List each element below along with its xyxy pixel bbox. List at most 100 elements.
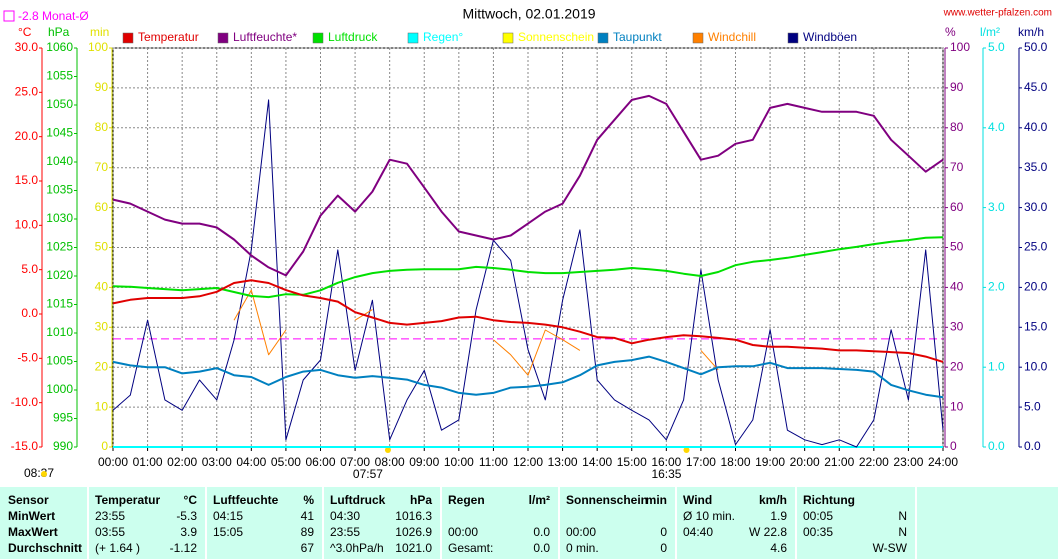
column-unit: % xyxy=(303,493,314,507)
y-tick-label: 5.0 xyxy=(988,40,1005,54)
column-unit: hPa xyxy=(409,493,432,507)
legend-swatch xyxy=(787,32,799,44)
y-tick-label: 15.0 xyxy=(15,173,39,187)
x-tick-label: 20:00 xyxy=(790,455,820,469)
cell-value: -1.12 xyxy=(169,541,197,555)
legend-swatch xyxy=(502,32,514,44)
y-tick-label: -15.0 xyxy=(11,439,39,453)
legend-label: Windchill xyxy=(708,30,756,44)
y-tick-label: 1040 xyxy=(46,154,73,168)
column-separator xyxy=(87,487,89,559)
y-tick-label: 2.0 xyxy=(988,280,1005,294)
legend-swatch xyxy=(692,32,704,44)
cell-value: 89 xyxy=(300,525,314,539)
y-tick-label: 1020 xyxy=(46,268,73,282)
grid xyxy=(112,47,944,448)
series-line xyxy=(112,99,944,448)
series-line xyxy=(112,236,944,299)
sun-event-label: 07:57 xyxy=(353,467,383,481)
y-tick-label: 70 xyxy=(95,160,109,174)
y-tick-label: 20 xyxy=(950,359,964,373)
cell-value: 1026.9 xyxy=(395,525,432,539)
x-tick-label: 13:00 xyxy=(548,455,578,469)
y-tick-label: 5.0 xyxy=(21,262,38,276)
cell-time: 04:30 xyxy=(330,509,361,523)
y-tick-label: 80 xyxy=(950,120,964,134)
column-separator xyxy=(322,487,324,559)
row-label: MinWert xyxy=(8,509,56,523)
y-tick-label: 40 xyxy=(950,280,964,294)
y-tick-label: 50 xyxy=(95,240,109,254)
sun-event xyxy=(384,447,391,453)
axis-unit: % xyxy=(945,25,956,39)
cell-value: 0 xyxy=(660,525,667,539)
column-header: Sonnenschein xyxy=(566,493,649,507)
series-line xyxy=(112,279,944,363)
column-unit: l/m² xyxy=(528,493,550,507)
y-tick-label: 20.0 xyxy=(15,129,39,143)
x-tick-label: 01:00 xyxy=(133,455,163,469)
column-separator xyxy=(205,487,207,559)
x-tick-label: 23:00 xyxy=(893,455,923,469)
cell-time: ^3.0hPa/h xyxy=(330,541,384,555)
column-unit: km/h xyxy=(758,493,787,507)
y-tick-label: 50.0 xyxy=(1024,40,1048,54)
x-tick-label: 21:00 xyxy=(824,455,854,469)
cell-time: Gesamt: xyxy=(448,541,494,555)
y-tick-label: 995 xyxy=(53,411,73,425)
y-tick-label: 80 xyxy=(95,120,109,134)
legend-swatch xyxy=(597,32,609,44)
legend-label: Luftfeuchte* xyxy=(233,30,297,44)
sun-icon xyxy=(41,471,47,477)
y-tick-label: 5.0 xyxy=(1024,399,1041,413)
cell-time: Ø 10 min. xyxy=(683,509,736,523)
x-tick-label: 06:00 xyxy=(305,455,335,469)
legend-swatch xyxy=(217,32,229,44)
x-tick-label: 03:00 xyxy=(202,455,232,469)
axis-unit: km/h xyxy=(1018,25,1044,39)
column-unit: °C xyxy=(183,493,197,507)
cell-value: W-SW xyxy=(872,541,907,555)
y-tick-label: 1045 xyxy=(46,126,73,140)
y-tick-label: 35.0 xyxy=(1024,160,1048,174)
cell-time: 23:55 xyxy=(330,525,361,539)
x-tick-label: 10:00 xyxy=(444,455,474,469)
axis-unit: min xyxy=(90,25,109,39)
y-tick-label: 100 xyxy=(88,40,108,54)
cell-value: 3.9 xyxy=(180,525,197,539)
y-tick-label: 60 xyxy=(95,200,109,214)
y-tick-label: 1.0 xyxy=(988,359,1005,373)
x-tick-label: 07:00 xyxy=(340,455,370,469)
cell-value: 4.6 xyxy=(770,541,787,555)
cell-time: 23:55 xyxy=(95,509,126,523)
y-tick-label: 4.0 xyxy=(988,120,1005,134)
sun-event xyxy=(683,447,690,453)
cell-value: 1016.3 xyxy=(395,509,432,523)
cell-value: N xyxy=(898,525,907,539)
y-tick-label: 0 xyxy=(101,439,108,453)
y-tick-label: 40.0 xyxy=(1024,120,1048,134)
y-tick-label: 50 xyxy=(950,240,964,254)
column-header: Luftdruck xyxy=(330,493,386,507)
legend-swatch xyxy=(407,32,419,44)
legend-label: Temperatur xyxy=(138,30,199,44)
cell-value: 67 xyxy=(300,541,314,555)
cell-time: 00:35 xyxy=(803,525,834,539)
cell-time: 0 min. xyxy=(566,541,599,555)
y-tick-label: 1035 xyxy=(46,183,73,197)
column-header: Richtung xyxy=(803,493,855,507)
column-header: Wind xyxy=(683,493,713,507)
cell-value: 1.9 xyxy=(770,509,787,523)
y-tick-label: 0.0 xyxy=(21,306,38,320)
y-tick-label: 1010 xyxy=(46,325,73,339)
stats-table: Sensor Temperatur °C Luftfeuchte% Luftdruck h… xyxy=(0,487,1058,559)
y-tick-label: 1015 xyxy=(46,297,73,311)
x-tick-label: 05:00 xyxy=(271,455,301,469)
y-tick-label: 990 xyxy=(53,439,73,453)
x-tick-label: 11:00 xyxy=(479,455,508,469)
x-tick-label: 16:00 xyxy=(651,455,681,469)
cell-value: 0.0 xyxy=(533,541,550,555)
series-line xyxy=(112,94,944,277)
y-tick-label: 0.0 xyxy=(988,439,1005,453)
column-separator xyxy=(440,487,442,559)
